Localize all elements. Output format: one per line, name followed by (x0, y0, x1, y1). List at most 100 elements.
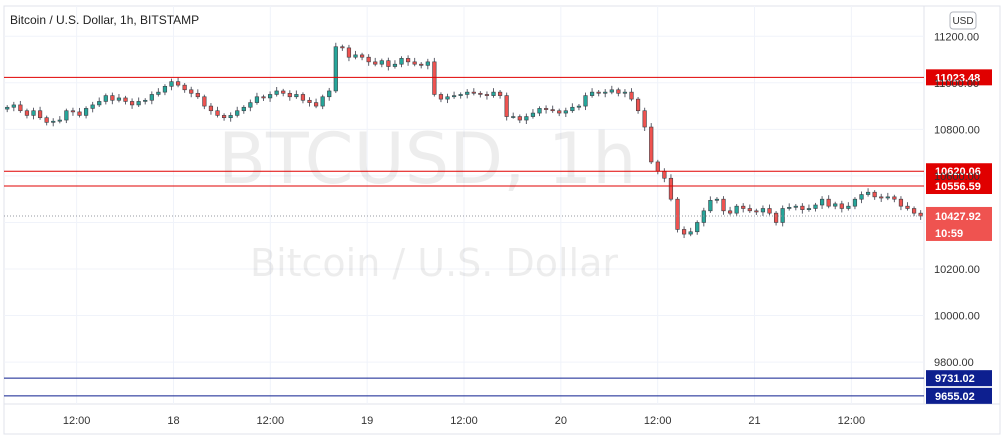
candle-body (714, 198, 720, 201)
level-price-label: 10556.59 (935, 181, 981, 193)
level-price-label: 9655.02 (935, 391, 975, 403)
price-axis-ticks: 11200.0011000.0010800.0010600.0010400.00… (934, 31, 980, 369)
candle-body (688, 231, 693, 235)
candle-body (261, 96, 266, 99)
candle-body (129, 101, 135, 106)
candle-body (504, 95, 509, 117)
price-tick-label: 11000.00 (934, 78, 979, 90)
candle-body (668, 177, 674, 200)
candle-body (734, 205, 739, 214)
time-tick-label: 20 (555, 415, 567, 427)
candle-body (451, 95, 457, 98)
candle-body (806, 208, 812, 210)
candle-body (497, 91, 503, 96)
time-tick-label: 12:00 (257, 415, 285, 427)
candle-body (793, 205, 798, 208)
candle-body (90, 104, 95, 109)
candle-body (399, 58, 404, 65)
candle-body (116, 97, 122, 101)
candle-body (741, 205, 746, 209)
candle-body (175, 81, 181, 86)
candle-body (629, 91, 634, 100)
candle-body (859, 194, 864, 200)
candle-body (162, 85, 168, 93)
price-tick-label: 10000.00 (934, 311, 980, 323)
candle-body (228, 115, 233, 119)
candle-body (327, 90, 332, 98)
candle-body (773, 212, 779, 223)
candle-body (813, 204, 818, 209)
level-price-tag (926, 178, 992, 195)
candle-body (701, 210, 706, 223)
candle-body (136, 101, 141, 106)
candle-body (156, 91, 161, 95)
price-tick-label: 10200.00 (934, 264, 980, 276)
candle-body (221, 115, 227, 119)
level-price-tag (926, 163, 992, 180)
candle-body (800, 205, 805, 210)
candle-body (662, 170, 667, 179)
candle-body (373, 61, 378, 65)
candle-body (471, 91, 476, 94)
candle-body (287, 92, 292, 98)
candle-body (353, 54, 358, 58)
candlestick-series (5, 42, 923, 239)
candle-body (465, 91, 470, 95)
candle-body (819, 198, 825, 206)
candle-body (267, 94, 273, 99)
candle-body (898, 198, 904, 207)
price-tick-label: 10800.00 (934, 124, 980, 136)
candle-body (721, 198, 726, 212)
candle-body (603, 91, 608, 94)
level-price-label: 10620.06 (935, 166, 981, 178)
candle-body (754, 210, 759, 213)
candle-body (833, 203, 838, 207)
candle-body (235, 110, 240, 116)
candle-body (392, 63, 398, 67)
candle-body (18, 104, 23, 112)
candle-body (346, 47, 352, 58)
candle-body (911, 208, 917, 214)
candle-body (241, 106, 246, 112)
level-price-tag (926, 387, 992, 404)
candle-body (425, 61, 430, 66)
price-axis[interactable] (923, 5, 1001, 405)
time-tick-label: 18 (167, 415, 179, 427)
candle-body (379, 60, 384, 65)
watermark-description: Bitcoin / U.S. Dollar (250, 241, 618, 285)
candle-body (320, 96, 325, 107)
candle-body (708, 200, 713, 212)
candle-body (839, 203, 844, 209)
candle-body (11, 104, 16, 108)
candle-body (589, 91, 595, 96)
currency-badge[interactable] (949, 11, 977, 30)
level-price-label: 9731.02 (935, 373, 975, 385)
candle-body (202, 96, 207, 107)
time-tick-label: 12:00 (838, 415, 866, 427)
time-tick-label: 12:00 (644, 415, 672, 427)
level-lines: 11023.48 10620.06 10556.59 9731.02 9655.02 (4, 69, 992, 404)
candle-body (616, 89, 621, 94)
candle-body (892, 196, 897, 200)
watermark-symbol: BTCUSD, 1h (218, 118, 637, 200)
candle-body (51, 120, 56, 123)
candle-body (787, 207, 792, 209)
candle-body (97, 101, 102, 106)
candle-body (642, 110, 647, 128)
time-axis-ticks: 12:00 18 12:00 19 12:00 20 12:00 21 12:00 (63, 415, 865, 427)
candle-body (537, 108, 542, 114)
candle-body (438, 94, 444, 100)
time-axis[interactable] (3, 403, 1001, 435)
candle-body (44, 117, 49, 123)
countdown-label: 10:59 (935, 228, 963, 240)
candle-body (412, 61, 417, 65)
candle-body (491, 91, 496, 96)
candle-body (478, 92, 483, 95)
candle-body (57, 119, 62, 122)
candle-body (432, 61, 437, 95)
candle-body (747, 208, 752, 212)
candle-body (872, 191, 877, 198)
candle-body (70, 110, 76, 113)
currency-label: USD (952, 16, 973, 27)
